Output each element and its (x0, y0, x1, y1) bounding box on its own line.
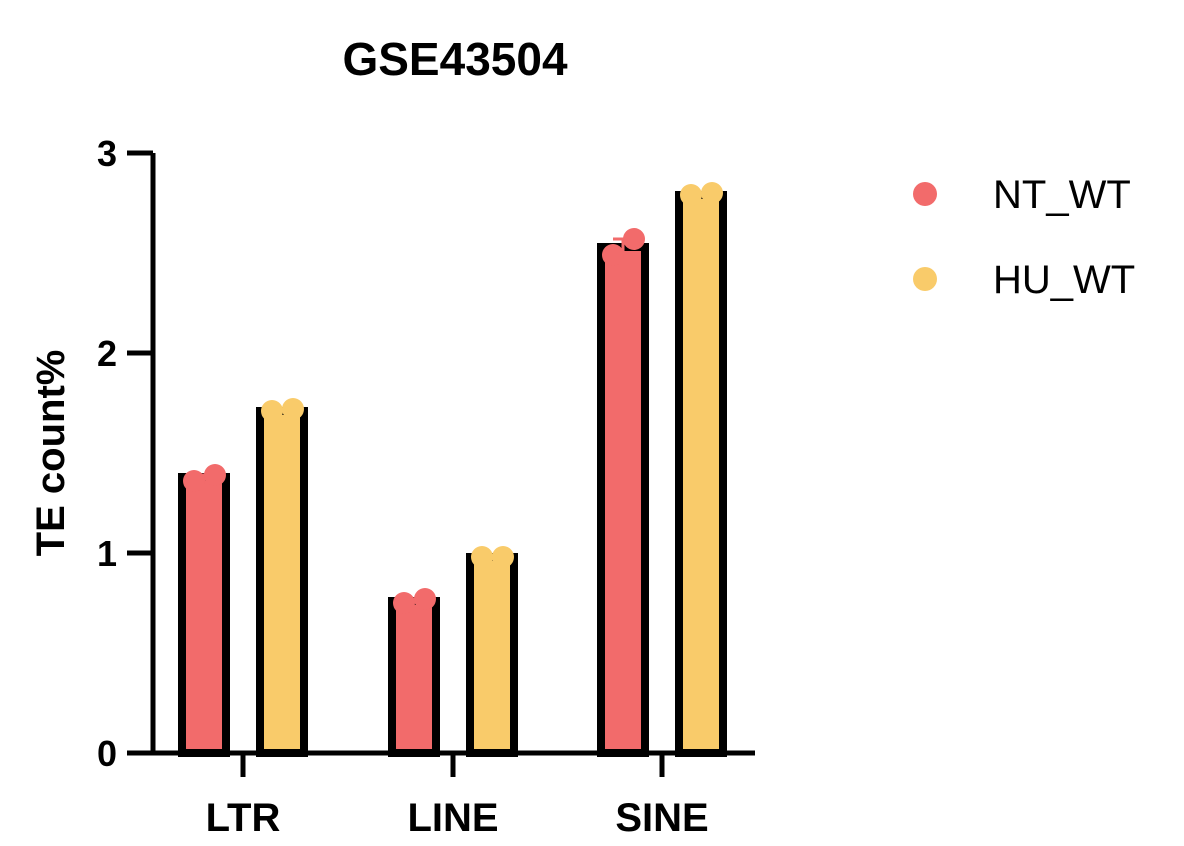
x-tick-label: LINE (407, 796, 498, 840)
y-tick-label: 0 (97, 733, 117, 774)
bar-hu-wt-ltr (256, 407, 308, 757)
bar-nt-wt-line (388, 597, 440, 757)
data-point (204, 464, 226, 486)
bar-nt-wt-sine (597, 243, 649, 757)
data-point (680, 184, 702, 206)
data-point (261, 400, 283, 422)
data-point (701, 182, 723, 204)
y-tick-label: 3 (97, 133, 117, 174)
x-tick-label: LTR (206, 796, 281, 840)
y-tick-label: 1 (97, 533, 117, 574)
legend-label: NT_WT (993, 173, 1131, 217)
chart-title: GSE43504 (342, 33, 567, 85)
data-point (183, 470, 205, 492)
data-point (414, 588, 436, 610)
data-point (282, 398, 304, 420)
y-tick-label: 2 (97, 333, 117, 374)
y-axis-label: TE count% (29, 350, 73, 557)
legend-item-nt-wt: NT_WT (913, 173, 1131, 217)
plot-area: 0 1 2 3 LTR LINE SINE (97, 133, 755, 840)
bar-nt-wt-ltr (178, 473, 230, 757)
data-point (602, 244, 624, 266)
data-point (471, 546, 493, 568)
legend-swatch (913, 267, 937, 291)
legend: NT_WT HU_WT (913, 173, 1135, 302)
bar-hu-wt-sine (675, 191, 727, 757)
data-point (492, 546, 514, 568)
x-tick-label: SINE (615, 796, 708, 840)
legend-item-hu-wt: HU_WT (913, 258, 1135, 302)
legend-swatch (913, 182, 937, 206)
bar-hu-wt-line (466, 553, 518, 757)
data-point (623, 228, 645, 250)
legend-label: HU_WT (993, 258, 1135, 302)
data-point (393, 592, 415, 614)
